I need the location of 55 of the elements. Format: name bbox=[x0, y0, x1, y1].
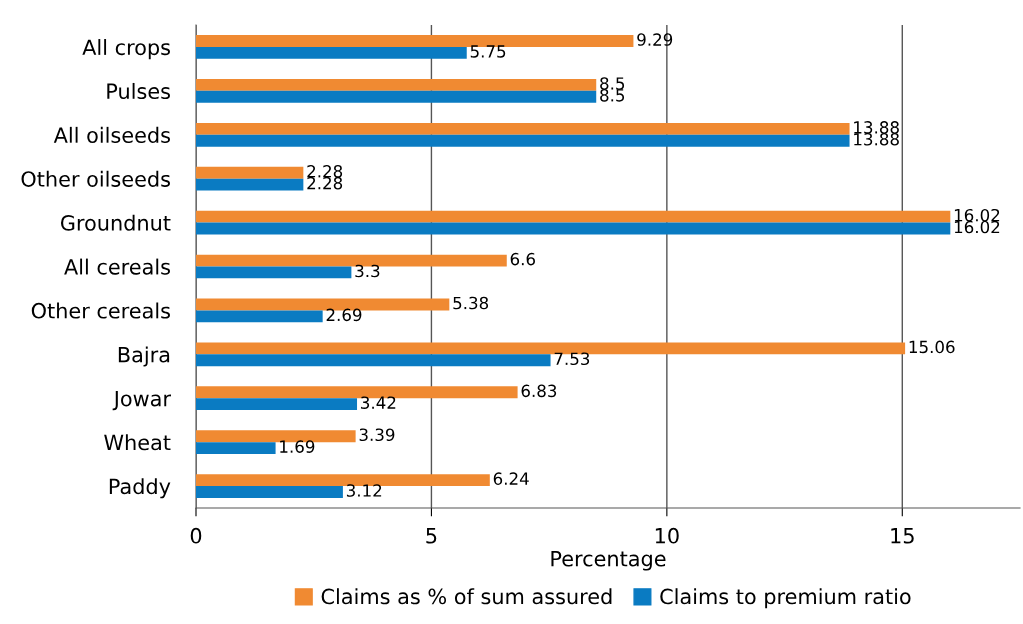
y-tick-label: Jowar bbox=[112, 390, 171, 411]
bar bbox=[196, 354, 551, 367]
data-label: 3.42 bbox=[361, 396, 396, 409]
bar bbox=[196, 178, 304, 191]
y-tick-label: Groundnut bbox=[60, 214, 171, 231]
y-tick-label: Bajra bbox=[118, 346, 170, 367]
bar bbox=[196, 35, 634, 47]
legend-label: Claims as % of sum assured bbox=[321, 588, 612, 605]
data-label: 15.06 bbox=[909, 340, 955, 354]
y-tick-label: Other oilseeds bbox=[21, 170, 170, 187]
data-label: 13.88 bbox=[854, 132, 899, 146]
bar bbox=[196, 222, 951, 235]
data-label: 3.39 bbox=[359, 428, 395, 442]
x-tick-label: 0 bbox=[190, 527, 202, 544]
data-label: 16.02 bbox=[954, 208, 1000, 222]
data-label: 6.6 bbox=[510, 252, 535, 266]
data-label: 3.12 bbox=[346, 484, 382, 497]
bar bbox=[196, 398, 358, 411]
data-label: 1.69 bbox=[280, 440, 315, 453]
x-axis-title: Percentage bbox=[551, 551, 666, 571]
y-tick-label: All cereals bbox=[64, 258, 170, 275]
bar bbox=[196, 134, 850, 147]
bar bbox=[196, 210, 951, 223]
data-label: 13.88 bbox=[854, 121, 899, 134]
data-label: 8.5 bbox=[600, 89, 625, 102]
y-tick-label: Wheat bbox=[104, 434, 171, 451]
bar bbox=[196, 122, 850, 135]
bar bbox=[196, 166, 304, 179]
legend-label: Claims to premium ratio bbox=[660, 588, 911, 609]
x-tick-label: 10 bbox=[655, 527, 679, 544]
data-label: 16.02 bbox=[954, 220, 1000, 234]
bar bbox=[196, 486, 343, 498]
bar bbox=[196, 310, 323, 323]
bar bbox=[196, 266, 352, 279]
data-label: 8.5 bbox=[600, 77, 625, 90]
bar bbox=[196, 79, 597, 91]
bar bbox=[196, 90, 597, 103]
y-tick-label: Pulses bbox=[107, 82, 170, 100]
y-tick-label: Other cereals bbox=[31, 302, 170, 319]
data-label: 2.69 bbox=[326, 308, 362, 322]
data-label: 3.3 bbox=[355, 264, 380, 278]
data-label: 6.83 bbox=[521, 384, 557, 398]
y-tick-label: All oilseeds bbox=[53, 126, 170, 143]
data-label: 5.38 bbox=[453, 296, 489, 310]
bar bbox=[196, 46, 467, 59]
y-tick-label: Paddy bbox=[109, 478, 171, 499]
data-label: 2.28 bbox=[307, 164, 343, 178]
data-label: 2.28 bbox=[307, 176, 343, 190]
x-tick-label: 5 bbox=[426, 528, 437, 544]
data-label: 6.24 bbox=[493, 472, 529, 485]
bar bbox=[196, 442, 276, 454]
y-tick-label: All crops bbox=[82, 39, 170, 60]
data-label: 7.53 bbox=[554, 352, 590, 366]
data-label: 5.75 bbox=[470, 45, 506, 58]
x-tick-label: 15 bbox=[891, 528, 914, 544]
